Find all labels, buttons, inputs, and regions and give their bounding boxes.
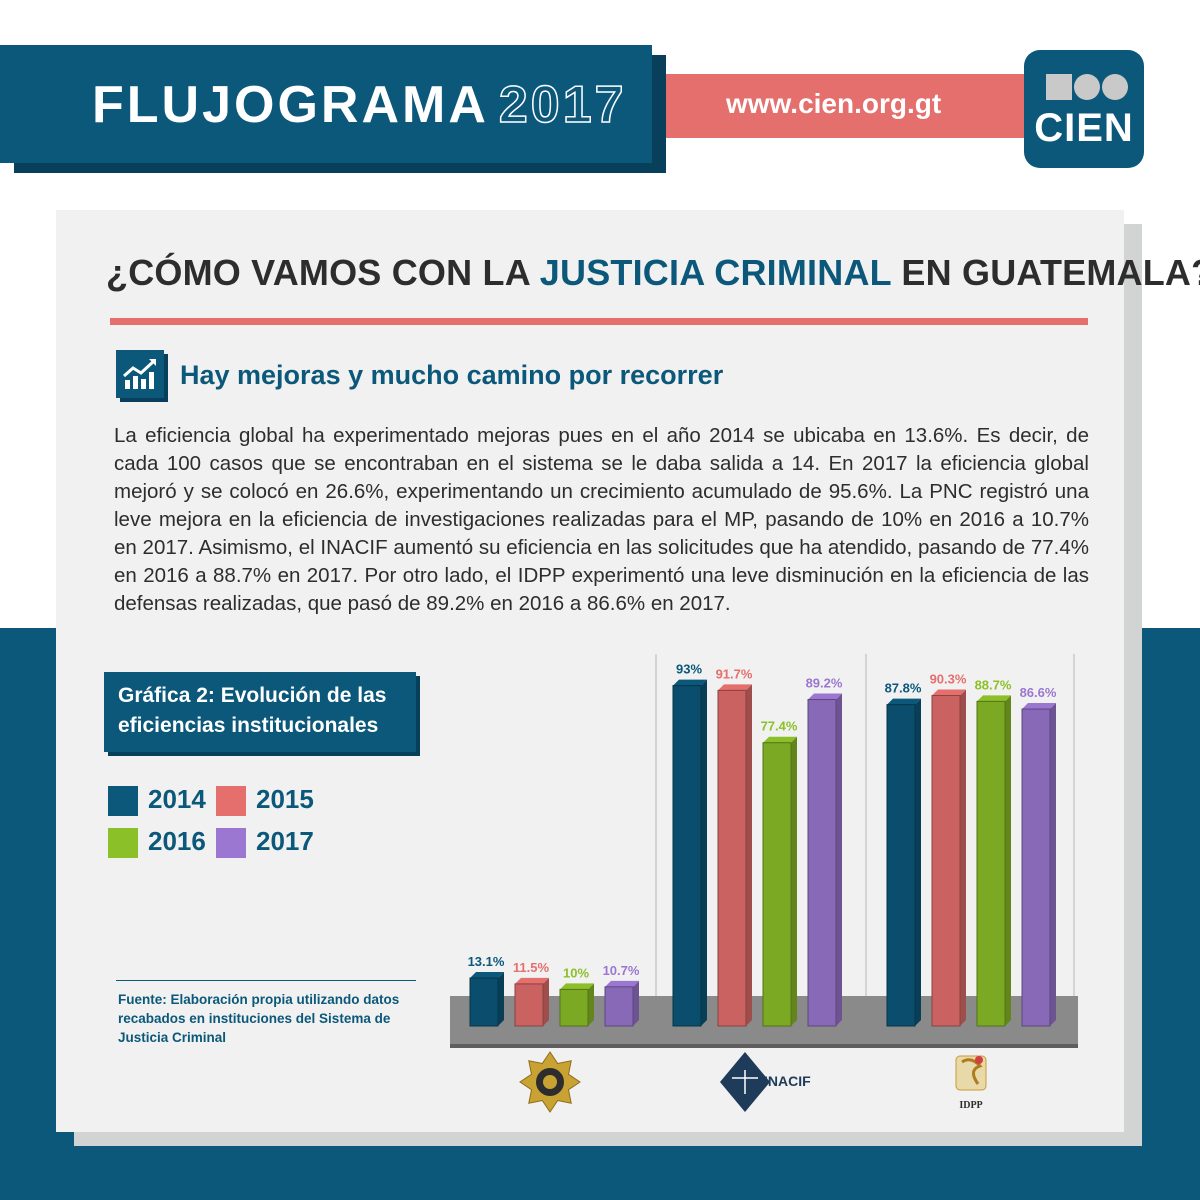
summary-paragraph: La eficiencia global ha experimentado me… (114, 424, 1089, 615)
legend-swatch-2016 (108, 828, 138, 858)
bar-pnc-2014 (469, 977, 499, 1027)
bar-top-idpp-2015 (932, 689, 966, 696)
legend-label-2014: 2014 (148, 784, 206, 814)
data-label-idpp-2016: 88.7% (975, 677, 1012, 692)
title-year: 2017 (498, 75, 627, 135)
cien-logo: CIEN (1024, 50, 1144, 168)
card-heading: ¿CÓMO VAMOS CON LA JUSTICIA CRIMINAL EN … (106, 252, 1200, 294)
pnc-badge-core-icon (543, 1075, 557, 1089)
logo-dot-icon (1074, 74, 1100, 100)
bar-pnc-2015 (514, 983, 544, 1027)
data-label-inacif-2015: 91.7% (716, 666, 753, 681)
legend-label-2017: 2017 (256, 826, 314, 856)
logo-square-icon (1046, 74, 1072, 100)
bar-side-inacif-2017 (836, 693, 842, 1026)
bar-pnc-2016 (559, 988, 589, 1027)
subheading: Hay mejoras y mucho camino por recorrer (180, 360, 724, 390)
bar-side-idpp-2014 (915, 698, 921, 1026)
heading-pre: ¿CÓMO VAMOS CON LA (106, 252, 540, 293)
chart-title: Gráfica 2: Evolución de las eficiencias … (118, 684, 387, 737)
bar-side-pnc-2016 (588, 983, 594, 1026)
bar-side-inacif-2014 (701, 679, 707, 1026)
bar-inacif-2016 (762, 742, 792, 1027)
bar-idpp-2015 (931, 695, 961, 1027)
bar-side-idpp-2017 (1050, 703, 1056, 1026)
page-title: FLUJOGRAMA 2017 (92, 75, 627, 135)
bar-top-inacif-2017 (808, 693, 842, 700)
data-label-idpp-2017: 86.6% (1020, 685, 1057, 700)
inacif-logo-text: INACIF (764, 1073, 811, 1089)
legend-label-2016: 2016 (148, 826, 206, 856)
data-label-idpp-2014: 87.8% (885, 681, 922, 696)
source-divider (116, 980, 416, 981)
bar-side-pnc-2015 (543, 977, 549, 1026)
bar-idpp-2014 (886, 704, 916, 1027)
data-label-pnc-2017: 10.7% (603, 963, 640, 978)
idpp-logo-text: IDPP (959, 1100, 982, 1111)
bar-top-idpp-2014 (887, 698, 921, 705)
logo-text: CIEN (1034, 106, 1134, 150)
idpp-flame-icon (975, 1056, 983, 1064)
website-url[interactable]: www.cien.org.gt (726, 88, 942, 119)
bar-side-pnc-2014 (498, 972, 504, 1026)
bar-top-pnc-2017 (605, 980, 639, 987)
chart-title-box: Gráfica 2: Evolución de las eficiencias … (104, 672, 416, 752)
content-card: ¿CÓMO VAMOS CON LA JUSTICIA CRIMINAL EN … (56, 210, 1200, 1132)
data-label-idpp-2015: 90.3% (930, 672, 967, 687)
bar-top-pnc-2016 (560, 983, 594, 990)
legend-label-2015: 2015 (256, 784, 314, 814)
bar-idpp-2017 (1021, 708, 1051, 1027)
logo-dot-icon (1102, 74, 1128, 100)
bar-side-pnc-2017 (633, 980, 639, 1026)
url-bar: www.cien.org.gt (666, 74, 1066, 138)
heading-highlight: JUSTICIA CRIMINAL (539, 252, 892, 293)
legend-swatch-2014 (108, 786, 138, 816)
bar-top-idpp-2016 (977, 695, 1011, 702)
data-label-inacif-2017: 89.2% (806, 676, 843, 691)
bar-top-inacif-2014 (673, 679, 707, 686)
bar-top-inacif-2015 (718, 684, 752, 691)
bar-top-pnc-2015 (515, 977, 549, 984)
title-bar: FLUJOGRAMA 2017 (0, 45, 652, 163)
bar-inacif-2017 (807, 699, 837, 1027)
bar-side-idpp-2016 (1005, 695, 1011, 1026)
data-label-pnc-2014: 13.1% (468, 954, 505, 969)
data-label-inacif-2014: 93% (676, 662, 702, 677)
legend-swatch-2015 (216, 786, 246, 816)
bar-side-inacif-2015 (746, 684, 752, 1026)
source-note: Fuente: Elaboración propia utilizando da… (118, 990, 418, 1047)
chart-floor-edge (450, 1044, 1078, 1048)
bar-side-inacif-2016 (791, 736, 797, 1026)
data-label-inacif-2016: 77.4% (761, 719, 798, 734)
data-label-pnc-2015: 11.5% (513, 960, 550, 975)
bar-top-inacif-2016 (763, 736, 797, 743)
idpp-s-mark-icon (961, 1058, 983, 1085)
bar-pnc-2017 (604, 986, 634, 1027)
title-word: FLUJOGRAMA (92, 76, 489, 134)
bar-inacif-2014 (672, 685, 702, 1027)
heading-divider (110, 318, 1088, 325)
bar-side-idpp-2015 (960, 689, 966, 1026)
source-label: Fuente: (118, 992, 167, 1007)
bar-idpp-2016 (976, 700, 1006, 1027)
bar-inacif-2015 (717, 689, 747, 1027)
bar-top-idpp-2017 (1022, 703, 1056, 710)
heading-post: EN GUATEMALA? (891, 252, 1200, 293)
bar-top-pnc-2014 (470, 972, 504, 979)
data-label-pnc-2016: 10% (563, 965, 589, 980)
growth-chart-icon (116, 350, 164, 398)
source-text: Elaboración propia utilizando datos reca… (118, 992, 400, 1045)
legend-swatch-2017 (216, 828, 246, 858)
